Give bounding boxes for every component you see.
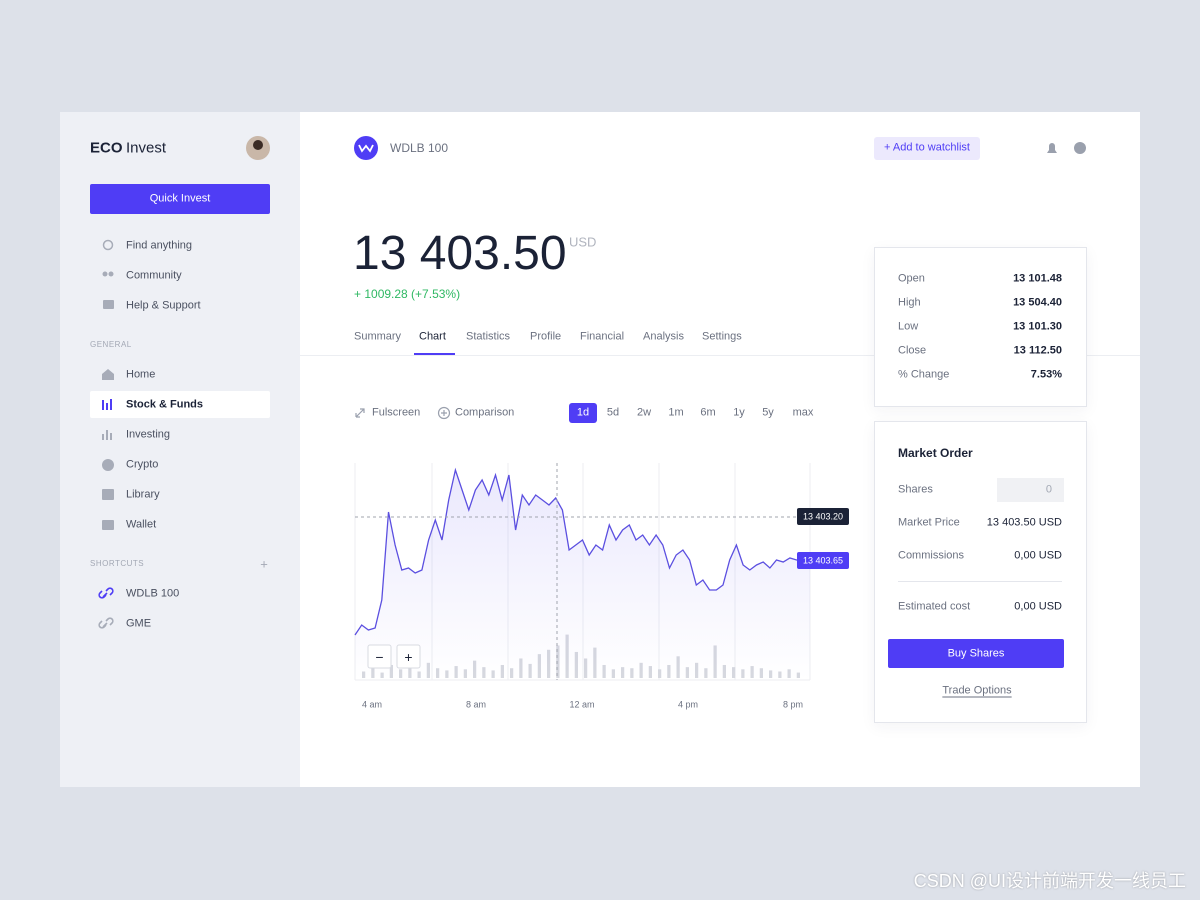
x-tick-label: 8 am	[465, 699, 487, 710]
crosshair-tag	[797, 508, 849, 525]
nav-item: Home	[126, 368, 156, 381]
trade-options: Trade Options	[942, 684, 1012, 697]
tool: Comparison	[455, 406, 515, 419]
watchlist-button[interactable]	[874, 137, 980, 160]
range: 1d	[576, 406, 590, 419]
shares-value: 0	[1045, 483, 1052, 496]
tab: Statistics	[466, 330, 511, 343]
section-label: SHORTCUTS	[90, 559, 145, 568]
ticker: WDLB 100	[390, 141, 449, 155]
last-tag	[797, 552, 849, 569]
order-label: Market Price	[898, 516, 960, 529]
logo-mark	[358, 144, 374, 153]
brand: Invest	[126, 139, 167, 157]
help-icon[interactable]	[1074, 142, 1086, 154]
tab: Settings	[702, 330, 742, 343]
area	[355, 470, 810, 680]
order-card	[874, 421, 1087, 723]
order-label: Estimated cost	[898, 600, 971, 613]
buy-label: Buy Shares	[947, 647, 1005, 660]
watermark: CSDN @UI设计前端开发一线员工	[913, 871, 1186, 891]
nav-item: Library	[126, 488, 160, 501]
zoom-label: −	[375, 648, 384, 665]
quick-invest-label: Quick Invest	[149, 192, 211, 205]
last-label: 13 403.65	[802, 555, 844, 565]
shortcut: WDLB 100	[126, 587, 180, 600]
x-tick-label: 12 am	[569, 699, 595, 710]
x-tick-label: 4 am	[361, 699, 383, 710]
tab-divider	[300, 355, 1140, 356]
change: + 1009.28 (+7.53%)	[354, 287, 461, 301]
range: 1m	[668, 406, 684, 419]
stat-value: 13 504.40	[1013, 296, 1062, 309]
range: 5d	[606, 406, 620, 419]
zoom-label: +	[404, 648, 413, 665]
shares-input[interactable]	[997, 478, 1064, 502]
stat-label: High	[898, 296, 921, 309]
tab: Financial	[580, 330, 625, 343]
stat-label: Low	[898, 320, 919, 333]
range: 6m	[700, 406, 716, 419]
avatar-head	[253, 140, 263, 150]
shortcut: GME	[126, 617, 152, 630]
tool: Fulscreen	[372, 406, 421, 419]
order-value: 0,00 USD	[1014, 549, 1062, 562]
range-active	[569, 403, 597, 423]
range: max	[792, 406, 814, 419]
range: 5y	[762, 406, 774, 419]
nav-item: Crypto	[126, 458, 159, 471]
x-tick-label: 8 pm	[782, 699, 804, 710]
nav-item: Stock & Funds	[126, 398, 204, 411]
order-title: Market Order	[898, 446, 973, 460]
stat-value: 13 101.48	[1013, 272, 1062, 285]
brand-bold: ECO	[90, 139, 123, 157]
x-tick-label: 4 pm	[677, 699, 699, 710]
nav-item: Wallet	[126, 518, 157, 531]
stat-value: 7.53%	[1030, 368, 1062, 381]
tab: Profile	[530, 330, 562, 343]
bell-icon[interactable]	[1047, 143, 1057, 153]
price: 13 403.50	[353, 227, 567, 280]
range: 1y	[733, 406, 745, 419]
stat-value: 13 112.50	[1013, 344, 1062, 357]
order-value: 13 403.50 USD	[986, 516, 1062, 529]
stat-label: Open	[898, 272, 925, 285]
zoom-in[interactable]	[396, 644, 421, 669]
stats-card	[874, 247, 1087, 407]
sidebar	[60, 112, 300, 787]
range: 2w	[636, 406, 652, 419]
stat-label: % Change	[898, 368, 950, 381]
nav-link: Community	[126, 269, 182, 282]
order-value: 0,00 USD	[1014, 600, 1062, 613]
divider	[898, 581, 1062, 582]
stat-label: Close	[898, 344, 927, 357]
tab: Chart	[419, 330, 446, 343]
currency: USD	[569, 234, 597, 250]
sidebar-icons	[98, 239, 451, 629]
crosshair-label: 13 403.20	[802, 511, 844, 521]
price-line	[354, 467, 811, 636]
tab-underline	[414, 353, 455, 355]
active-nav	[90, 391, 270, 418]
quick-invest-button[interactable]	[90, 184, 270, 214]
stat-value: 13 101.30	[1013, 320, 1062, 333]
order-label: Shares	[898, 483, 933, 496]
zoom-out[interactable]	[367, 644, 392, 669]
order-label: Commissions	[898, 549, 965, 562]
section-label: GENERAL	[90, 340, 132, 349]
watchlist-label: + Add to watchlist	[884, 141, 970, 154]
nav-item: Investing	[126, 428, 171, 441]
ticker-logo	[354, 136, 378, 160]
tab: Summary	[354, 330, 402, 343]
buy-button[interactable]	[888, 639, 1064, 668]
nav-link: Find anything	[126, 239, 193, 252]
nav-link: Help & Support	[126, 299, 201, 312]
shortcut-add: +	[260, 556, 268, 572]
tab: Analysis	[643, 330, 684, 343]
